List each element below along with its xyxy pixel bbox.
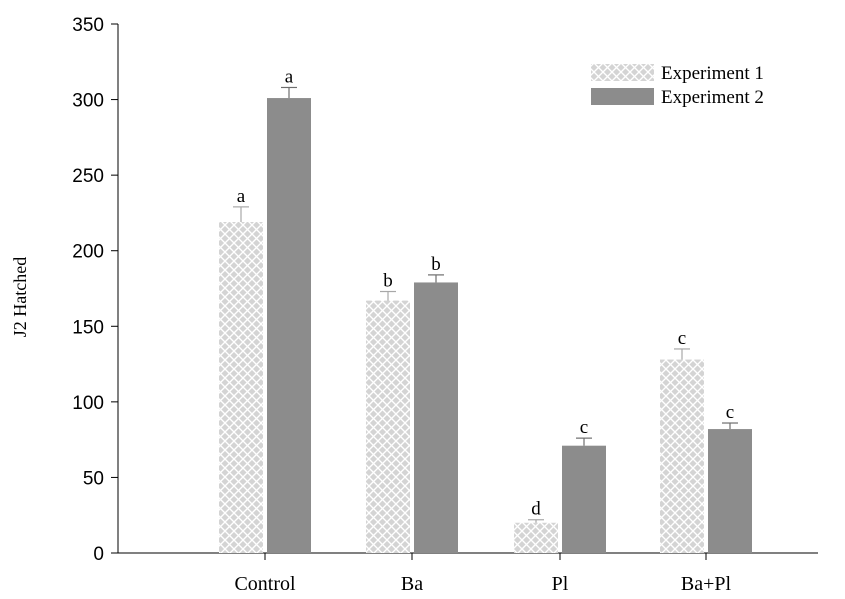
significance-label: a: [237, 186, 246, 207]
bar-experiment-2: [562, 445, 606, 553]
bar-experiment-1: [514, 522, 558, 553]
x-tick-label: Ba: [401, 573, 423, 595]
bar-experiment-1: [660, 359, 704, 553]
legend-label: Experiment 1: [661, 63, 764, 84]
y-tick-label: 0: [93, 544, 104, 565]
legend: Experiment 1 Experiment 2: [591, 63, 764, 108]
legend-swatch: [591, 64, 654, 81]
y-tick-label: 200: [72, 242, 104, 263]
legend-label: Experiment 2: [661, 87, 764, 108]
y-tick-label: 350: [72, 15, 104, 36]
x-tick-label: Pl: [552, 573, 569, 595]
significance-label: d: [531, 499, 541, 520]
x-tick-label: Control: [234, 573, 296, 595]
y-axis-label: J2 Hatched: [10, 257, 30, 337]
bar-experiment-2: [708, 429, 752, 553]
y-tick-label: 50: [83, 468, 104, 489]
x-tick-label: Ba+Pl: [681, 573, 732, 595]
y-tick-label: 250: [72, 166, 104, 187]
bar-experiment-2: [267, 98, 311, 553]
axes: 0 50 100 150 200 250 300 350 Control Ba Pl Ba+Pl: [72, 15, 818, 595]
significance-label: b: [431, 254, 441, 275]
significance-label: c: [726, 402, 734, 423]
significance-label: b: [383, 271, 393, 292]
significance-label: c: [678, 328, 686, 349]
bars: a b d c a b c c: [219, 66, 752, 554]
y-tick-label: 150: [72, 317, 104, 338]
y-tick-label: 100: [72, 393, 104, 414]
bar-experiment-1: [366, 300, 410, 553]
significance-label: c: [580, 417, 588, 438]
significance-label: a: [285, 66, 294, 87]
legend-swatch: [591, 88, 654, 105]
bar-experiment-1: [219, 221, 263, 554]
y-tick-label: 300: [72, 91, 104, 112]
bar-experiment-2: [414, 282, 458, 553]
